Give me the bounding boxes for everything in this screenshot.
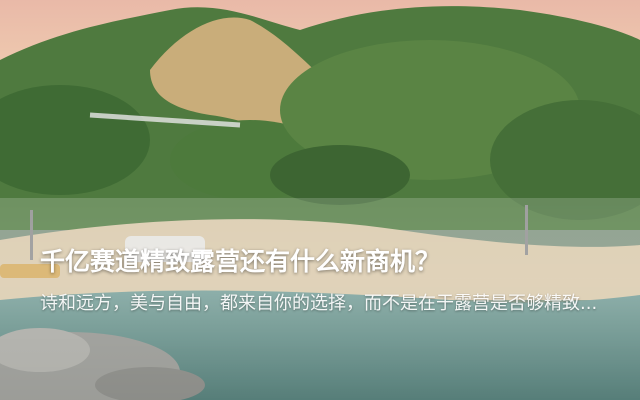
caption: 千亿赛道精致露营还有什么新商机？ 诗和远方，美与自由，都来自你的选择，而不是在于… xyxy=(40,246,600,315)
article-headline[interactable]: 千亿赛道精致露营还有什么新商机？ xyxy=(40,247,441,276)
text-overlay xyxy=(0,198,640,400)
article-summary: 诗和远方，美与自由，都来自你的选择，而不是在于露营是否够精致... xyxy=(40,293,598,314)
